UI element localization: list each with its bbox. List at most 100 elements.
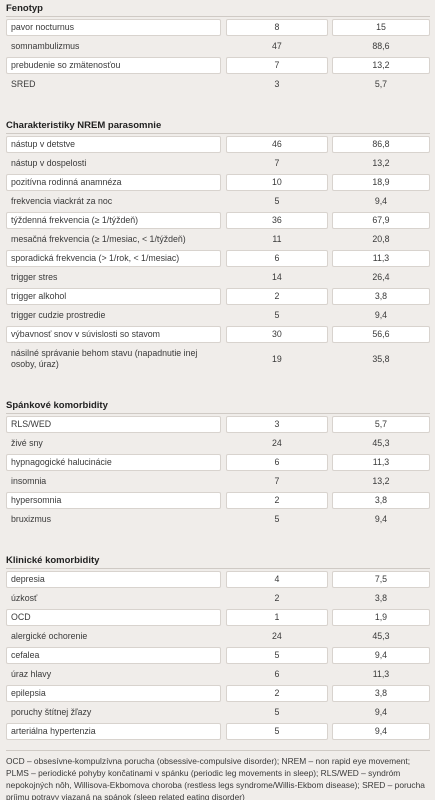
section-title: Klinické komorbidity [6, 553, 430, 569]
row-label: hypersomnia [6, 492, 221, 509]
cell-value: 9,4 [374, 514, 388, 524]
cell-value: 86,8 [331, 136, 430, 153]
cell-value: 6 [225, 454, 328, 471]
row-label: trigger alkohol [6, 288, 221, 305]
cell-value: 5 [225, 647, 328, 664]
cell-value: 35,8 [372, 353, 390, 364]
section-title: Charakteristiky NREM parasomnie [6, 118, 430, 134]
table-row: nástup v detstve 46 86,8 [6, 135, 430, 154]
row-label: pozitívna rodinná anamnéza [6, 174, 221, 191]
cell-value: 18,9 [331, 174, 430, 191]
cell-value: 13,2 [372, 476, 390, 486]
table-row: arteriálna hypertenzia 5 9,4 [6, 722, 430, 741]
cell-value: 4 [225, 571, 328, 588]
cell-value: 36 [225, 212, 328, 229]
row-label: úraz hlavy [11, 669, 52, 679]
table-row: alergické ochorenie 24 45,3 [6, 627, 430, 646]
cell-value: 5 [274, 707, 280, 717]
table-row: mesačná frekvencia (≥ 1/mesiac, < 1/týžd… [6, 230, 430, 249]
table-row: nástup v dospelosti 7 13,2 [6, 154, 430, 173]
table-row: cefalea 5 9,4 [6, 646, 430, 665]
table-row: SRED 3 5,7 [6, 75, 430, 94]
row-label: frekvencia viackrát za noc [11, 196, 113, 206]
cell-value: 3,8 [331, 685, 430, 702]
cell-value: 5,7 [331, 416, 430, 433]
table-row: OCD 1 1,9 [6, 608, 430, 627]
cell-value: 1,9 [331, 609, 430, 626]
cell-value: 11 [272, 234, 282, 244]
cell-value: 11,3 [372, 669, 390, 679]
cell-value: 5 [274, 310, 280, 320]
cell-value: 24 [272, 438, 282, 448]
cell-value: 45,3 [372, 631, 390, 641]
cell-value: 2 [225, 685, 328, 702]
cell-value: 88,6 [372, 41, 390, 51]
cell-value: 19 [272, 353, 282, 364]
row-label: pavor nocturnus [6, 19, 221, 36]
table-row: depresia 4 7,5 [6, 570, 430, 589]
row-label: živé sny [11, 438, 43, 448]
cell-value: 5 [225, 723, 328, 740]
cell-value: 13,2 [372, 158, 390, 168]
row-label: bruxizmus [11, 514, 52, 524]
table-row: trigger stres 14 26,4 [6, 268, 430, 287]
cell-value: 26,4 [372, 272, 390, 282]
section-title: Spánkové komorbidity [6, 398, 430, 414]
table-row: hypnagogické halucinácie 6 11,3 [6, 453, 430, 472]
row-label: SRED [11, 79, 36, 89]
cell-value: 7 [225, 57, 328, 74]
table-row: živé sny 24 45,3 [6, 434, 430, 453]
table-row: sporadická frekvencia (> 1/rok, < 1/mesi… [6, 249, 430, 268]
row-label: insomnia [11, 476, 47, 486]
row-label: prebudenie so zmätenosťou [6, 57, 221, 74]
table-row: úraz hlavy 6 11,3 [6, 665, 430, 684]
row-label: úzkosť [11, 593, 38, 603]
cell-value: 46 [225, 136, 328, 153]
cell-value: 3 [274, 79, 280, 89]
row-label: cefalea [6, 647, 221, 664]
table-row: bruxizmus 5 9,4 [6, 510, 430, 529]
cell-value: 5,7 [374, 79, 388, 89]
table-row: somnambulizmus 47 88,6 [6, 37, 430, 56]
cell-value: 9,4 [374, 707, 388, 717]
cell-value: 11,3 [331, 250, 430, 267]
cell-value: 11,3 [331, 454, 430, 471]
row-label: výbavnosť snov v súvislosti so stavom [6, 326, 221, 343]
section-title: Fenotyp [6, 1, 430, 17]
cell-value: 56,6 [331, 326, 430, 343]
footnote: OCD – obsesívne-kompulzívna porucha (obs… [6, 750, 430, 800]
table-row: trigger alkohol 2 3,8 [6, 287, 430, 306]
cell-value: 45,3 [372, 438, 390, 448]
table-row: pozitívna rodinná anamnéza 10 18,9 [6, 173, 430, 192]
cell-value: 9,4 [374, 196, 388, 206]
table-row: poruchy štítnej žľazy 5 9,4 [6, 703, 430, 722]
row-label: RLS/WED [6, 416, 221, 433]
cell-value: 2 [225, 492, 328, 509]
row-label: poruchy štítnej žľazy [11, 707, 92, 717]
cell-value: 7,5 [331, 571, 430, 588]
table-row: pavor nocturnus 8 15 [6, 18, 430, 37]
section: Klinické komorbidity depresia 4 7,5 úzkosť 2 3… [6, 553, 430, 741]
table-row: hypersomnia 2 3,8 [6, 491, 430, 510]
table-row: RLS/WED 3 5,7 [6, 415, 430, 434]
cell-value: 10 [225, 174, 328, 191]
table-row: frekvencia viackrát za noc 5 9,4 [6, 192, 430, 211]
section: Charakteristiky NREM parasomnie nástup v … [6, 118, 430, 374]
row-label: trigger stres [11, 272, 58, 282]
row-label: somnambulizmus [11, 41, 80, 51]
cell-value: 3 [225, 416, 328, 433]
row-label: OCD [6, 609, 221, 626]
row-label: nástup v dospelosti [11, 158, 87, 168]
cell-value: 67,9 [331, 212, 430, 229]
table-row: insomnia 7 13,2 [6, 472, 430, 491]
table-row: trigger cudzie prostredie 5 9,4 [6, 306, 430, 325]
cell-value: 7 [274, 158, 280, 168]
table-row: úzkosť 2 3,8 [6, 589, 430, 608]
cell-value: 6 [225, 250, 328, 267]
cell-value: 8 [225, 19, 328, 36]
cell-value: 47 [272, 41, 282, 51]
cell-value: 6 [274, 669, 280, 679]
row-label: alergické ochorenie [11, 631, 88, 641]
cell-value: 9,4 [374, 310, 388, 320]
